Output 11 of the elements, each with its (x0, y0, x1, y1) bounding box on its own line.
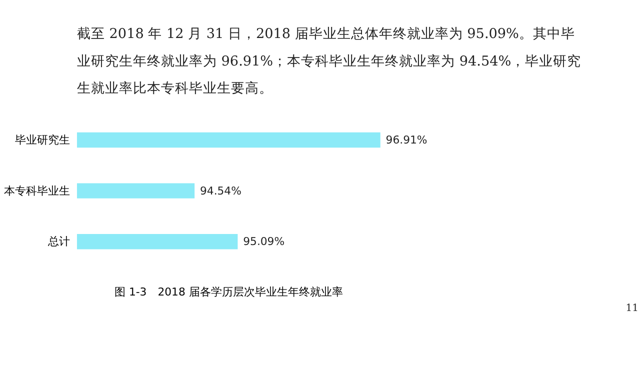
data-label: 94.54% (200, 184, 242, 198)
y-tick-label: 毕业研究生 (15, 134, 70, 147)
text: 11 (626, 302, 638, 314)
y-tick-label: 总计 (47, 235, 70, 248)
text: 业研究生年终就业率为 96.91%；本专科毕业生年终就业率为 94.54%，毕业研究 (76, 53, 582, 70)
data-label: 95.09% (243, 235, 285, 248)
text: 图 1-3 2018 届各学历层次毕业生年终就业率 (114, 285, 343, 298)
text: 生就业率比本专科毕业生要高。 (76, 80, 273, 97)
data-label: 96.91% (386, 134, 428, 147)
y-tick-label: 本专科毕业生 (4, 184, 70, 198)
text: 截至 2018 年 12 月 31 日，2018 届毕业生总体年终就业率为 95.09%。其中毕 (76, 26, 575, 42)
